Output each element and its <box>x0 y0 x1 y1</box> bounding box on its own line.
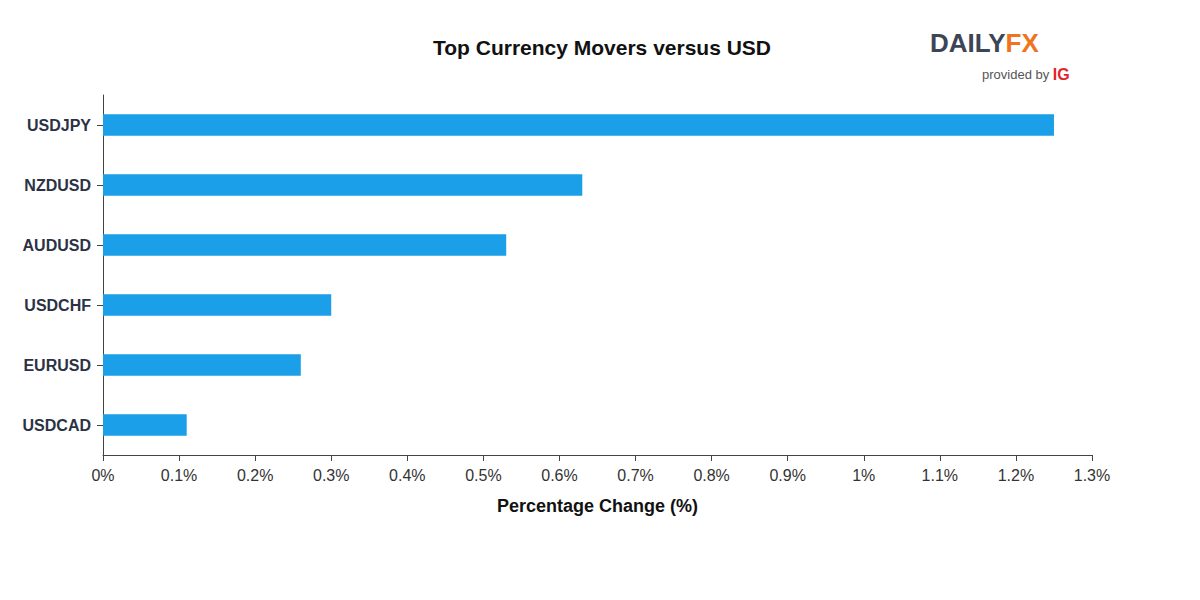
svg-text:EURUSD: EURUSD <box>23 357 91 374</box>
svg-text:0.3%: 0.3% <box>313 467 349 484</box>
svg-text:1.1%: 1.1% <box>922 467 958 484</box>
svg-text:NZDUSD: NZDUSD <box>24 177 91 194</box>
svg-text:0.8%: 0.8% <box>693 467 729 484</box>
svg-text:DAILY: DAILY <box>930 28 1006 58</box>
svg-text:0.9%: 0.9% <box>769 467 805 484</box>
svg-text:Top Currency Movers versus USD: Top Currency Movers versus USD <box>433 36 771 59</box>
svg-text:0.7%: 0.7% <box>617 467 653 484</box>
svg-text:0.2%: 0.2% <box>237 467 273 484</box>
svg-text:FX: FX <box>1006 28 1040 58</box>
svg-text:0.1%: 0.1% <box>161 467 197 484</box>
svg-text:1.2%: 1.2% <box>998 467 1034 484</box>
svg-text:0.5%: 0.5% <box>465 467 501 484</box>
svg-text:0%: 0% <box>91 467 114 484</box>
svg-text:0.6%: 0.6% <box>541 467 577 484</box>
svg-text:1%: 1% <box>852 467 875 484</box>
svg-text:provided by: provided by <box>982 67 1053 82</box>
svg-text:Percentage Change (%): Percentage Change (%) <box>497 496 698 516</box>
svg-text:USDJPY: USDJPY <box>27 117 91 134</box>
svg-text:AUDUSD: AUDUSD <box>23 237 91 254</box>
svg-text:0.4%: 0.4% <box>389 467 425 484</box>
svg-text:USDCAD: USDCAD <box>23 417 91 434</box>
svg-text:IG: IG <box>1053 66 1070 83</box>
svg-text:USDCHF: USDCHF <box>24 297 91 314</box>
svg-text:1.3%: 1.3% <box>1074 467 1110 484</box>
